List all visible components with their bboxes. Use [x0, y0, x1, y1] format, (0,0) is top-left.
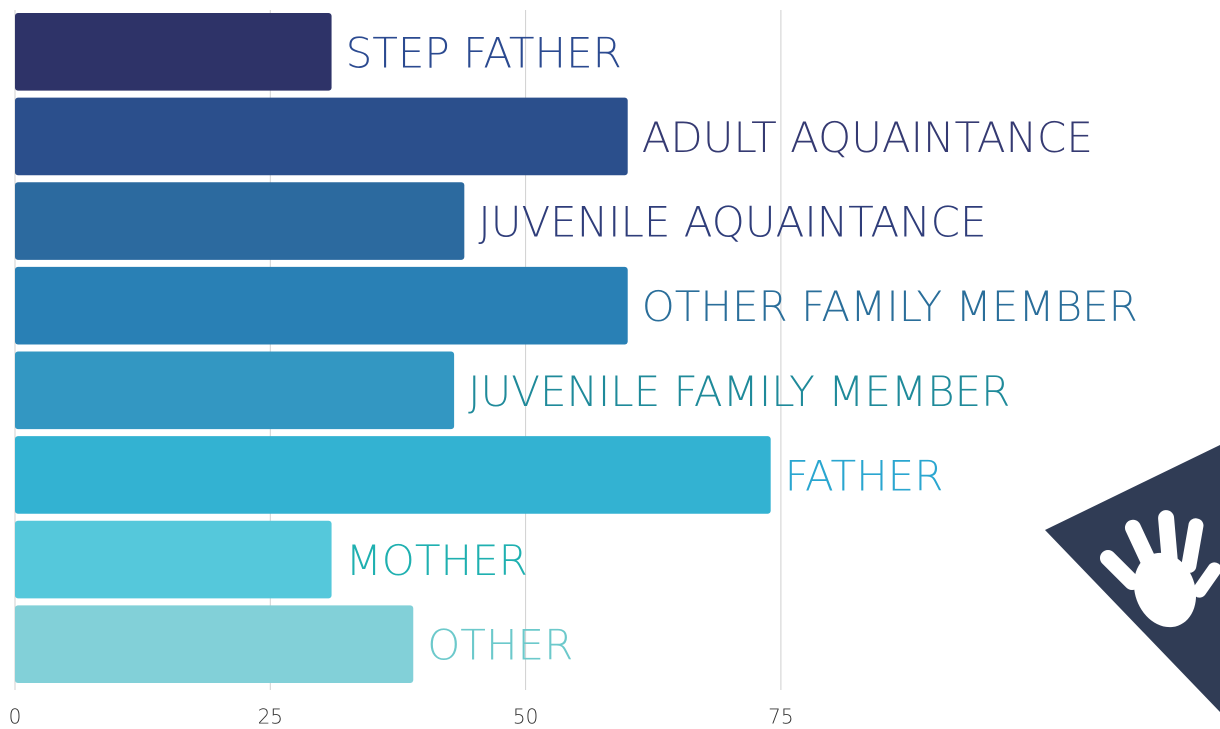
x-tick-label: 25 — [258, 705, 283, 729]
bar-label: MOTHER — [346, 536, 528, 585]
bar-label: OTHER — [427, 621, 573, 670]
bar-label: JUVENILE AQUAINTANCE — [478, 198, 986, 247]
bar-label: STEP FATHER — [346, 28, 622, 77]
bar — [15, 266, 628, 345]
bar — [15, 97, 628, 176]
x-tick-label: 0 — [9, 705, 22, 729]
bar — [15, 520, 332, 599]
bar-label: JUVENILE FAMILY MEMBER — [468, 367, 1010, 416]
bar — [15, 436, 771, 514]
bar-label: FATHER — [785, 451, 944, 500]
x-tick-label: 50 — [513, 705, 538, 729]
bar — [15, 13, 332, 91]
bar-label: OTHER FAMILY MEMBER — [642, 282, 1138, 331]
logo — [1045, 445, 1220, 712]
x-tick-label: 75 — [768, 705, 793, 729]
bar — [15, 182, 465, 260]
logo-hand — [1099, 510, 1220, 628]
bar — [15, 605, 414, 683]
bar-label: ADULT AQUAINTANCE — [642, 113, 1093, 162]
bar — [15, 351, 455, 430]
